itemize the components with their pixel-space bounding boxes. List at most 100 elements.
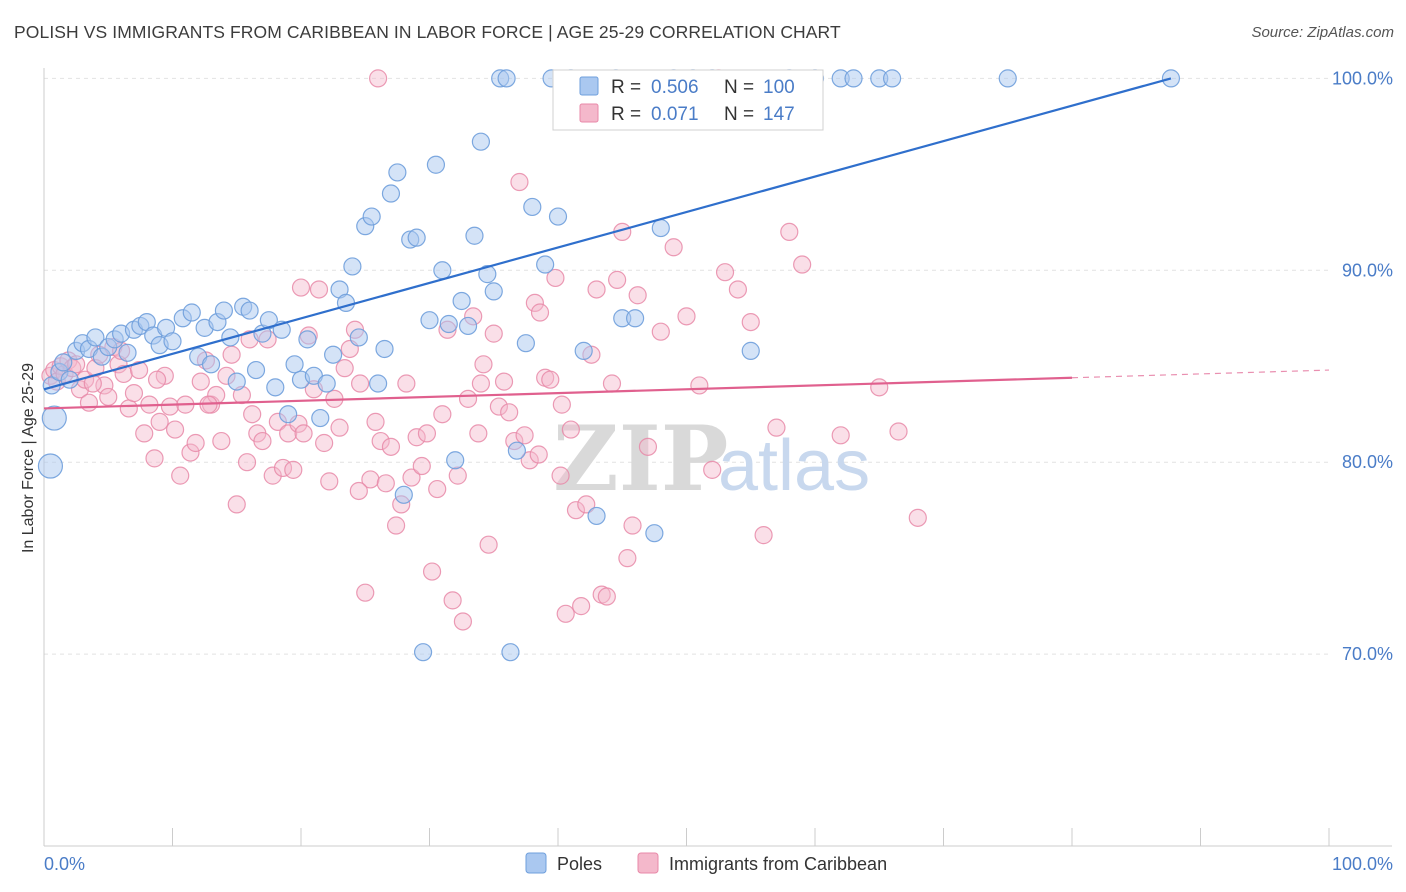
poles-point	[420, 311, 439, 330]
poles-point	[844, 69, 863, 88]
caribbean-point	[453, 612, 473, 631]
caribbean-point	[291, 278, 311, 297]
poles-point	[394, 485, 413, 504]
caribbean-point	[458, 389, 478, 408]
poles-point	[587, 506, 606, 526]
poles-point	[311, 408, 330, 428]
poles-point	[741, 341, 760, 360]
caribbean-point	[587, 280, 606, 299]
y-tick-label: 70.0%	[1342, 644, 1393, 664]
poles-point	[381, 184, 401, 203]
chart-title: POLISH VS IMMIGRANTS FROM CARIBBEAN IN L…	[14, 22, 841, 42]
caribbean-point	[520, 451, 539, 470]
legend-r-label: R =	[611, 77, 641, 98]
caribbean-point	[95, 376, 114, 395]
caribbean-point	[602, 374, 622, 393]
poles-point	[259, 311, 278, 330]
caribbean-point	[651, 322, 670, 341]
caribbean-point	[510, 172, 529, 192]
caribbean-point	[145, 449, 164, 468]
caribbean-point	[741, 313, 760, 332]
poles-point	[452, 291, 471, 311]
bottom-legend-swatch-caribbean	[637, 852, 659, 874]
caribbean-point	[831, 426, 850, 445]
legend-box: R = 0.506 N = 100 R = 0.071 N = 147	[552, 69, 824, 131]
poles-point	[163, 332, 182, 351]
poles-point	[285, 355, 304, 374]
caribbean-point	[471, 374, 490, 393]
caribbean-point	[294, 424, 313, 443]
poles-point	[548, 207, 568, 226]
caribbean-point	[212, 431, 231, 451]
caribbean-point	[227, 495, 246, 514]
bottom-legend-swatch-poles	[525, 852, 547, 874]
poles-trend-line	[43, 77, 1172, 391]
caribbean-point	[381, 437, 401, 456]
caribbean-point	[191, 372, 210, 391]
legend-n-label: N =	[724, 77, 754, 98]
poles-point	[388, 163, 407, 182]
caribbean-point	[638, 437, 658, 456]
caribbean-point	[330, 418, 349, 437]
caribbean-point	[489, 397, 508, 416]
caribbean-point	[623, 516, 642, 535]
caribbean-point	[135, 424, 154, 443]
caribbean-point	[361, 470, 380, 489]
caribbean-point	[150, 412, 169, 431]
poles-point	[471, 132, 490, 151]
caribbean-point	[335, 359, 354, 378]
caribbean-point	[407, 428, 426, 447]
poles-point	[998, 69, 1017, 88]
poles-point	[227, 372, 246, 391]
poles-point	[349, 328, 368, 347]
trend-lines	[43, 77, 1330, 410]
poles-point	[426, 155, 446, 174]
caribbean-point	[253, 431, 272, 451]
gridlines	[44, 77, 1329, 655]
watermark: ZIP atlas	[553, 406, 870, 512]
x-tick-label: 100.0%	[1332, 854, 1393, 874]
caribbean-point	[386, 516, 406, 535]
caribbean-point	[186, 433, 205, 453]
poles-point	[41, 405, 67, 431]
poles-point	[523, 197, 542, 217]
caribbean-point	[376, 474, 395, 493]
poles-point	[279, 405, 298, 424]
legend-n-label: N =	[724, 104, 754, 125]
caribbean-point	[551, 466, 570, 485]
caribbean-point	[402, 468, 421, 487]
caribbean-point	[284, 460, 303, 479]
caribbean-point	[371, 431, 390, 451]
poles-point	[439, 314, 458, 334]
bottom-legend-label-poles: Poles	[557, 854, 602, 874]
caribbean-point	[129, 360, 149, 380]
caribbean-point	[397, 374, 416, 393]
poles-point	[625, 309, 645, 328]
poles-point	[246, 360, 266, 380]
caribbean-point	[500, 403, 519, 422]
bottom-legend: Poles Immigrants from Caribbean	[525, 852, 887, 874]
series-immigrants-from-caribbean	[41, 69, 927, 631]
caribbean-trend-line	[43, 376, 1073, 410]
poles-point	[651, 218, 670, 238]
caribbean-point	[793, 255, 812, 274]
poles-point	[37, 453, 64, 479]
poles-point	[298, 330, 317, 349]
caribbean-point	[677, 307, 696, 326]
caribbean-point	[908, 508, 927, 527]
caribbean-point	[767, 418, 786, 437]
caribbean-point	[529, 445, 548, 464]
poles-point	[507, 441, 526, 460]
caribbean-point	[494, 372, 514, 391]
legend-swatch-poles	[579, 76, 599, 96]
y-tick-label: 80.0%	[1342, 452, 1393, 472]
poles-point	[882, 69, 902, 88]
poles-point	[336, 293, 356, 313]
poles-point	[118, 343, 137, 362]
caribbean-point	[448, 466, 467, 485]
poles-point	[484, 282, 503, 301]
caribbean-point	[222, 345, 241, 364]
x-tick-labels: 0.0% 100.0%	[44, 854, 1393, 874]
x-tick-label: 0.0%	[44, 854, 85, 874]
poles-point	[362, 207, 381, 226]
